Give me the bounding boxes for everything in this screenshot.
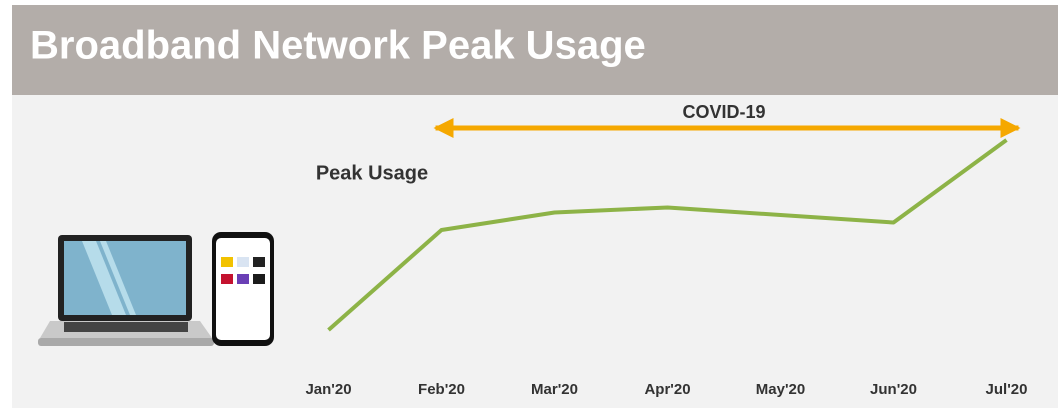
x-tick-label: Jun'20 (870, 381, 917, 398)
x-tick-label: Mar'20 (531, 381, 578, 398)
annotation-label: COVID-19 (682, 102, 765, 122)
series-label: Peak Usage (316, 162, 428, 184)
title: Broadband Network Peak Usage (30, 24, 646, 68)
phone-icon (212, 232, 274, 346)
x-tick-label: Feb'20 (418, 381, 465, 398)
series-line (327, 138, 1008, 332)
x-tick-label: Jul'20 (986, 381, 1028, 398)
x-tick-label: Jan'20 (305, 381, 351, 398)
title-bar (12, 5, 1058, 95)
laptop-icon (38, 235, 214, 346)
x-tick-label: Apr'20 (644, 381, 690, 398)
x-tick-label: May'20 (756, 381, 805, 398)
